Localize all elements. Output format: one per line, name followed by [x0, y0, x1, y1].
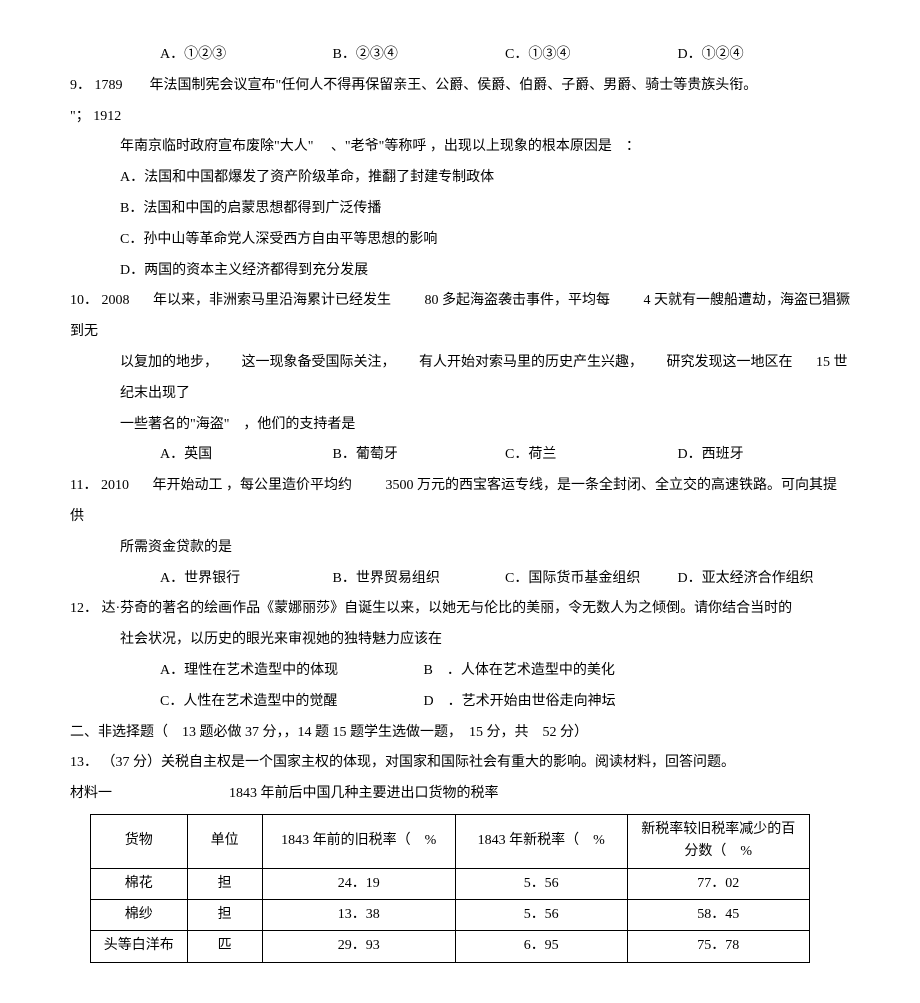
q9-p4: 1912 — [93, 109, 121, 124]
table-header-row: 货物 单位 1843 年前的旧税率（ % 1843 年新税率（ % 新税率较旧税… — [91, 814, 810, 868]
q10-l2a: 以复加的地步， — [120, 355, 218, 370]
q10-p1: 2008 — [102, 293, 130, 308]
tariff-table: 货物 单位 1843 年前的旧税率（ % 1843 年新税率（ % 新税率较旧税… — [90, 814, 810, 963]
section-2-heading: 二、非选择题（ 13 题必做 37 分，，14 题 15 题学生选做一题， 15… — [70, 718, 850, 749]
table-row: 头等白洋布匹29．936．9575．78 — [91, 931, 810, 962]
q9-option-b: B．法国和中国的启蒙思想都得到广泛传播 — [70, 194, 850, 225]
table-cell: 棉纱 — [91, 900, 188, 931]
table-cell: 5．56 — [455, 868, 627, 899]
q11-p1: 2010 — [101, 478, 129, 493]
table-cell: 77．02 — [627, 868, 809, 899]
q12-option-d: D ．艺术开始由世俗走向神坛 — [424, 694, 616, 709]
question-11: 11． 2010 年开始动工 ，每公里造价平均约 3500 万元的西宝客运专线，… — [70, 471, 850, 533]
q10-option-c: C．荷兰 — [505, 440, 678, 471]
q12-l1: 达·芬奇的著名的绘画作品《蒙娜丽莎》自诞生以来，以她无与伦比的美丽，令无数人为之… — [102, 601, 793, 616]
table-cell: 担 — [187, 868, 262, 899]
q10-line3: 一些著名的"海盗" ，他们的支持者是 — [70, 410, 850, 441]
q10-option-b: B．葡萄牙 — [333, 440, 506, 471]
q12-option-c: C．人性在艺术造型中的觉醒 — [160, 687, 420, 718]
th-reduce: 新税率较旧税率减少的百分数（ % — [627, 814, 809, 868]
q10-p3: 80 多起海盗袭击事件，平均每 — [425, 293, 611, 308]
table-cell: 24．19 — [262, 868, 455, 899]
th-new: 1843 年新税率（ % — [455, 814, 627, 868]
table-cell: 担 — [187, 900, 262, 931]
q9-option-a: A．法国和中国都爆发了资产阶级革命，推翻了封建专制政体 — [70, 163, 850, 194]
th-old: 1843 年前的旧税率（ % — [262, 814, 455, 868]
table-cell: 5．56 — [455, 900, 627, 931]
th-goods: 货物 — [91, 814, 188, 868]
q9-option-d: D．两国的资本主义经济都得到充分发展 — [70, 256, 850, 287]
q9-num: 9． — [70, 78, 91, 93]
q11-p2: 年开始动工 ，每公里造价平均约 — [152, 478, 352, 493]
q9-p1: 1789 — [95, 78, 123, 93]
q12-row2: C．人性在艺术造型中的觉醒 D ．艺术开始由世俗走向神坛 — [70, 687, 850, 718]
q10-options: A．英国 B．葡萄牙 C．荷兰 D．西班牙 — [70, 440, 850, 471]
table-cell: 棉花 — [91, 868, 188, 899]
th-unit: 单位 — [187, 814, 262, 868]
q11-line2: 所需资金贷款的是 — [70, 533, 850, 564]
option-a: A．①②③ — [160, 40, 333, 71]
option-d: D．①②④ — [678, 40, 851, 71]
q11-option-a: A．世界银行 — [160, 564, 333, 595]
table-row: 棉花担24．195．5677．02 — [91, 868, 810, 899]
q12-num: 12． — [70, 601, 98, 616]
table-cell: 13．38 — [262, 900, 455, 931]
material-1-label: 材料一 — [70, 786, 112, 801]
table-body: 棉花担24．195．5677．02棉纱担13．385．5658．45头等白洋布匹… — [91, 868, 810, 962]
q11-options: A．世界银行 B．世界贸易组织 C．国际货币基金组织 D．亚太经济合作组织 — [70, 564, 850, 595]
question-9: 9． 1789 年法国制宪会议宣布"任何人不得再保留亲王、公爵、侯爵、伯爵、子爵… — [70, 71, 850, 133]
q12-option-b: B ．人体在艺术造型中的美化 — [424, 663, 615, 678]
q13-text: （37 分）关税自主权是一个国家主权的体现，对国家和国际社会有重大的影响。阅读材… — [102, 755, 736, 770]
question-13: 13． （37 分）关税自主权是一个国家主权的体现，对国家和国际社会有重大的影响… — [70, 748, 850, 779]
q11-option-d: D．亚太经济合作组织 — [678, 564, 851, 595]
q10-p2: 年以来，非洲索马里沿海累计已经发生 — [153, 293, 391, 308]
q9-p3: "； — [70, 109, 90, 124]
table-cell: 58．45 — [627, 900, 809, 931]
option-c: C．①③④ — [505, 40, 678, 71]
q12-row1: A．理性在艺术造型中的体现 B ．人体在艺术造型中的美化 — [70, 656, 850, 687]
q10-line2: 以复加的地步， 这一现象备受国际关注， 有人开始对索马里的历史产生兴趣， 研究发… — [70, 348, 850, 410]
option-b: B．②③④ — [333, 40, 506, 71]
q12-option-a: A．理性在艺术造型中的体现 — [160, 656, 420, 687]
q11-option-c: C．国际货币基金组织 — [505, 564, 678, 595]
q9-p2: 年法国制宪会议宣布"任何人不得再保留亲王、公爵、侯爵、伯爵、子爵、男爵、骑士等贵… — [150, 78, 758, 93]
q10-option-d: D．西班牙 — [678, 440, 851, 471]
q10-l2b: 这一现象备受国际关注， — [242, 355, 396, 370]
question-options: A．①②③ B．②③④ C．①③④ D．①②④ — [70, 40, 850, 71]
q9-line2: 年南京临时政府宣布废除"大人" 、"老爷"等称呼 ，出现以上现象的根本原因是 ： — [70, 132, 850, 163]
q10-option-a: A．英国 — [160, 440, 333, 471]
q10-num: 10． — [70, 293, 98, 308]
table-cell: 75．78 — [627, 931, 809, 962]
table-cell: 6．95 — [455, 931, 627, 962]
material-1: 材料一 1843 年前后中国几种主要进出口货物的税率 — [70, 779, 850, 810]
q13-num: 13． — [70, 755, 98, 770]
table-row: 棉纱担13．385．5658．45 — [91, 900, 810, 931]
q11-num: 11． — [70, 478, 97, 493]
table-cell: 匹 — [187, 931, 262, 962]
q10-l2c: 有人开始对索马里的历史产生兴趣， — [419, 355, 643, 370]
q9-option-c: C．孙中山等革命党人深受西方自由平等思想的影响 — [70, 225, 850, 256]
table-cell: 29．93 — [262, 931, 455, 962]
table-cell: 头等白洋布 — [91, 931, 188, 962]
q12-line2: 社会状况，以历史的眼光来审视她的独特魅力应该在 — [70, 625, 850, 656]
question-10: 10． 2008 年以来，非洲索马里沿海累计已经发生 80 多起海盗袭击事件，平… — [70, 286, 850, 348]
question-12: 12． 达·芬奇的著名的绘画作品《蒙娜丽莎》自诞生以来，以她无与伦比的美丽，令无… — [70, 594, 850, 625]
q11-option-b: B．世界贸易组织 — [333, 564, 506, 595]
material-1-title: 1843 年前后中国几种主要进出口货物的税率 — [229, 786, 499, 801]
q10-l2d: 研究发现这一地区在 — [667, 355, 793, 370]
